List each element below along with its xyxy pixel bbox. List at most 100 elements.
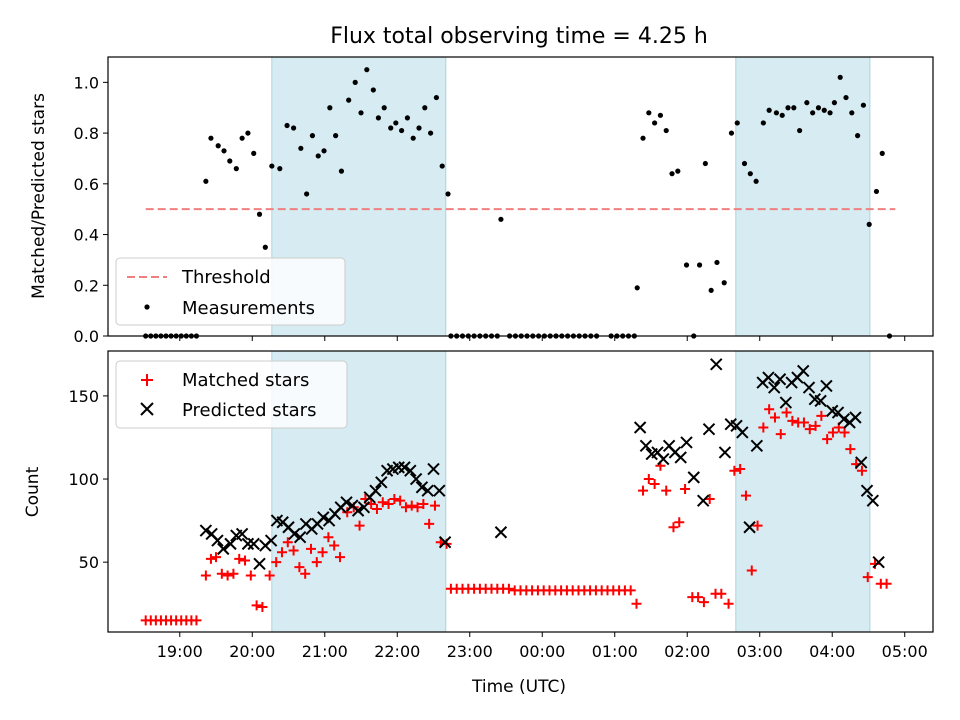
measurement-point — [298, 145, 304, 151]
predicted-star-point — [736, 426, 749, 439]
measurement-point — [315, 153, 321, 159]
measurement-point — [785, 105, 791, 111]
matched-star-point — [729, 465, 740, 476]
measurement-point — [304, 191, 310, 197]
xaxis-label: Time (UTC) — [471, 677, 566, 697]
matched-star-point — [649, 479, 660, 490]
measurement-point — [640, 135, 646, 141]
legend-measurements-swatch — [144, 304, 150, 310]
measurement-point — [239, 135, 245, 141]
measurement-point — [663, 127, 669, 134]
measurement-point — [728, 130, 735, 136]
matched-star-point — [371, 503, 382, 514]
measurement-point — [866, 221, 872, 227]
predicted-star-point — [855, 456, 868, 469]
predicted-star-point — [415, 481, 429, 494]
predicted-star-point — [404, 464, 417, 477]
measurement-point — [352, 79, 358, 85]
measurement-point — [284, 122, 290, 129]
ytick-label: 0.4 — [74, 226, 99, 245]
matched-star-point — [625, 585, 636, 596]
top-axes-frame — [107, 56, 934, 337]
predicted-star-point — [779, 396, 793, 409]
matched-star-point — [329, 540, 340, 551]
measurement-point — [702, 160, 708, 167]
measurement-point — [346, 97, 352, 103]
predicted-star-point — [814, 394, 827, 408]
matched-star-point — [638, 485, 649, 496]
predicted-star-point — [750, 439, 764, 452]
matched-star-point — [395, 495, 406, 506]
matched-star-point — [288, 545, 299, 556]
matched-star-point — [856, 465, 867, 476]
top-shaded-regions — [271, 56, 871, 337]
predicted-star-point — [866, 494, 880, 507]
measurement-point — [721, 280, 727, 286]
matched-star-point — [251, 600, 262, 611]
measurement-point — [675, 168, 681, 174]
measurement-point — [821, 107, 827, 113]
predicted-star-point — [494, 526, 508, 539]
matched-star-point — [787, 415, 798, 426]
matched-star-point — [311, 557, 322, 568]
xtick-label: 05:00 — [882, 642, 928, 661]
measurement-point — [747, 171, 753, 177]
matched-star-point — [781, 407, 792, 418]
matched-star-point — [704, 493, 715, 504]
matched-star-point — [698, 597, 709, 608]
bottom-legend-box — [115, 360, 348, 429]
matched-star-point — [389, 493, 400, 504]
matched-star-point — [775, 429, 786, 440]
matched-star-point — [240, 555, 251, 566]
measurement-point — [815, 105, 822, 111]
measurement-point — [233, 166, 239, 172]
measurement-point — [358, 110, 364, 116]
predicted-star-point — [217, 542, 230, 556]
measurement-point — [221, 148, 227, 154]
measurement-point — [652, 120, 658, 126]
measurement-point — [422, 105, 428, 111]
xtick-label: 20:00 — [229, 642, 275, 661]
predicted-star-point — [696, 494, 710, 507]
matched-star-point — [305, 543, 316, 554]
predicted-star-point — [211, 534, 224, 547]
measurement-point — [370, 87, 376, 93]
ytick-label: 0.0 — [74, 327, 99, 346]
xtick-label: 04:00 — [809, 642, 855, 661]
predicted-star-point — [253, 557, 266, 571]
predicted-star-point — [710, 358, 723, 371]
matched-star-point — [211, 552, 222, 563]
measurement-point — [804, 100, 810, 106]
predicted-star-point — [427, 462, 440, 476]
measurement-point — [208, 135, 214, 141]
ytick-label: 0.8 — [74, 124, 99, 143]
predicted-star-point — [293, 531, 307, 544]
chart-title: Flux total observing time = 4.25 h — [330, 24, 708, 49]
top-axes-ticks: 0.0 0.2 0.4 0.6 0.8 1.0 — [74, 73, 906, 346]
measurement-point — [773, 110, 780, 116]
measurement-point — [203, 178, 209, 184]
measurement-point — [708, 287, 714, 293]
predicted-star-point — [797, 364, 810, 378]
legend-matched-label: Matched stars — [182, 370, 309, 391]
ytick-label: 0.6 — [74, 175, 99, 194]
predicted-star-point — [369, 484, 382, 497]
xtick-label: 03:00 — [737, 642, 783, 661]
shaded-interval — [735, 56, 871, 337]
matched-star-point — [317, 547, 328, 558]
matched-star-point — [200, 570, 211, 581]
measurement-point — [646, 110, 652, 116]
measurement-point — [227, 158, 233, 164]
matched-star-point — [383, 498, 394, 509]
measurement-point — [215, 143, 221, 149]
measurement-point — [399, 127, 405, 134]
predicted-star-point — [235, 527, 249, 541]
predicted-stars-points — [199, 358, 885, 571]
top-legend: Threshold Measurements — [115, 257, 346, 326]
matched-star-point — [816, 410, 827, 421]
matched-star-point — [228, 568, 239, 579]
matched-star-point — [668, 522, 679, 533]
predicted-star-point — [288, 527, 301, 541]
measurement-point — [797, 127, 803, 134]
predicted-star-point — [241, 537, 255, 551]
